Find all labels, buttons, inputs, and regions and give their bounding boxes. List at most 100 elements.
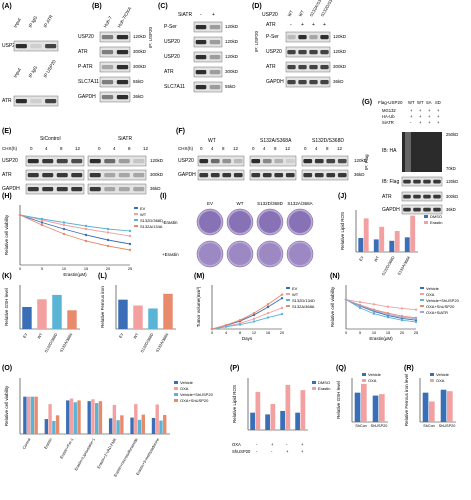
sign: + [428,114,431,119]
bar [77,400,81,434]
blot-band [45,44,57,49]
data-point [372,309,376,312]
ib-label: IB: Flag [382,179,399,185]
category-label: ShCon [423,424,435,428]
data-point [266,316,270,319]
column-header: Input [13,67,23,79]
group-label: SiATR [118,136,132,142]
bar [26,396,31,434]
sign: + [312,22,315,28]
blot-b [99,46,131,58]
ub-lane [405,132,411,172]
bar [300,390,306,430]
data-point [106,238,110,242]
data-point [62,223,66,227]
data-point [210,327,214,331]
data-point [280,293,284,296]
row-label: USP20 [78,34,94,40]
blot-band [104,159,116,164]
legend-entry: S132A/368A [292,304,315,309]
kd-label: 120kD [333,49,347,54]
blot-band [89,173,101,178]
legend-entry: S132A/134A [140,224,163,229]
time-label: 4 [315,146,318,151]
blot-band [314,159,324,164]
sign: + [410,108,413,113]
time-label: 4 [211,146,214,151]
tick-label: 12 [252,331,256,335]
bar [285,384,291,430]
row-label: P-ATR [78,64,93,70]
sign: + [419,120,422,125]
kd-label: 55kD [133,79,144,84]
blot-band [42,173,54,178]
blot-band [403,207,411,212]
legend-swatch [286,287,290,289]
category-label: Erastin+Fer-1 [59,438,74,460]
column-header: Input [13,17,23,29]
blot-g [401,204,443,215]
row-label: -Erastin [162,220,178,225]
kd-label: 36kD [150,186,161,191]
colony-stain [289,243,311,265]
blot-band [210,159,220,164]
category-label: EV [22,332,28,339]
data-point [252,311,256,315]
row-label: GAPDH [266,79,284,85]
bar [429,401,435,422]
blot-band [262,159,272,164]
sign: + [437,108,440,113]
data-point [84,227,88,231]
blot-e1 [25,169,85,181]
time-label: 8 [326,146,329,151]
blot-f [249,169,297,181]
blot-band [89,159,101,164]
bar [48,404,52,434]
blot-b [99,76,131,88]
kd-label: 300kD [446,194,458,199]
kd-label: 300kD [225,69,239,74]
blot-band [337,173,347,178]
bar [44,419,49,434]
sign: - [256,442,258,447]
bar [361,383,367,422]
data-point [18,213,22,217]
blot-band [195,25,207,30]
bar [379,226,385,252]
data-point [106,244,110,248]
legend-entry: Vehicle+ShUSP20 [180,392,214,397]
blot-band [413,179,421,184]
kd-label: 36kD [133,94,144,99]
series-line [19,214,131,237]
row-label: USP20 [164,54,180,60]
bar [155,404,159,434]
bar [23,396,27,434]
row-label: SiATR [382,120,394,125]
bar [394,231,400,252]
y-axis-label: Relative Ferrous iron [100,286,105,328]
blot-a1 [13,40,59,52]
blot-d [285,46,331,58]
colony-stain [289,211,311,233]
sign: + [323,22,326,28]
blot-band [285,173,295,178]
blot-band [104,173,116,178]
blot-band [309,80,318,85]
bar [270,404,276,430]
tick-label: 25 [414,331,418,335]
blot-band [15,99,27,104]
data-point [372,303,376,306]
series-line [19,214,131,251]
sign: - [200,12,202,18]
blot-band [101,95,114,100]
blot-c [193,81,223,93]
bar [87,401,91,434]
tick-label: 4 [225,331,227,335]
blot-band [15,44,27,49]
blot-band [285,159,295,164]
blot-band [30,99,42,104]
blot-band [423,194,431,199]
category-label: S132D/368D [381,255,395,276]
blot-f [301,169,349,181]
legend-swatch [174,387,178,390]
